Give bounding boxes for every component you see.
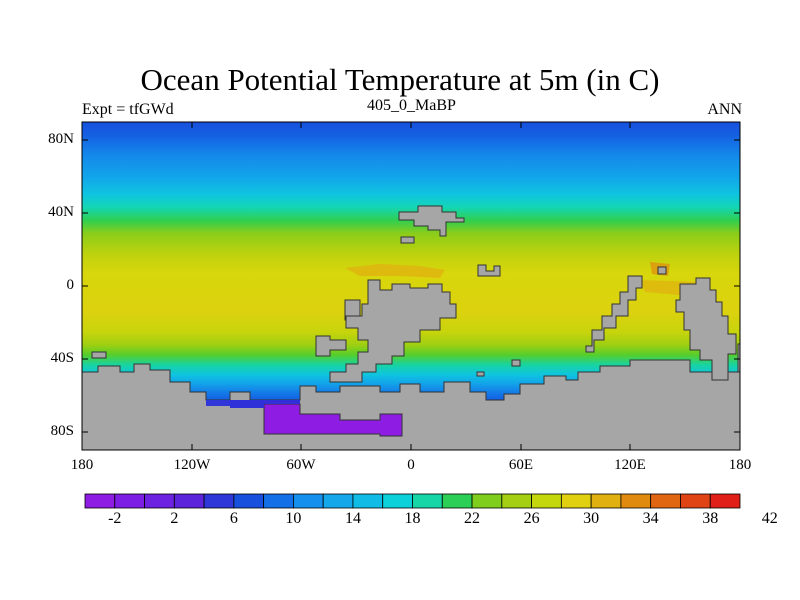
lat-label: 80S xyxy=(50,423,74,439)
colorbar-swatch xyxy=(293,493,324,509)
colorbar-label: 30 xyxy=(583,510,600,527)
colorbar-swatch xyxy=(382,493,413,509)
colorbar-swatch xyxy=(560,493,592,509)
colorbar-swatch xyxy=(471,493,503,509)
colorbar-label: 2 xyxy=(170,510,179,527)
colorbar-swatch xyxy=(709,493,741,509)
colorbar-label: 14 xyxy=(344,510,361,527)
map-title: Ocean Potential Temperature at 5m (in C) xyxy=(140,62,660,97)
colorbar xyxy=(84,493,741,509)
lat-ticks xyxy=(82,139,740,433)
colorbar-swatch xyxy=(233,493,265,509)
time-label: 405_0_MaBP xyxy=(367,97,456,114)
lon-label: 180 xyxy=(728,457,752,473)
lon-label: 180 xyxy=(70,457,94,473)
season-label: ANN xyxy=(707,101,742,118)
lon-label: 60W xyxy=(286,457,316,473)
colorbar-label: 42 xyxy=(761,510,778,527)
lon-label: 120W xyxy=(173,457,211,473)
colorbar-swatch xyxy=(590,493,622,509)
colorbar-label: 22 xyxy=(464,510,481,527)
lon-label: 120E xyxy=(614,457,646,473)
lat-label: 40S xyxy=(50,350,74,366)
land-masses xyxy=(81,205,741,451)
colorbar-label: 34 xyxy=(642,510,659,527)
colorbar-swatch xyxy=(650,493,681,509)
colorbar-swatch xyxy=(322,493,354,509)
colorbar-swatch xyxy=(84,493,116,509)
colorbar-label: -2 xyxy=(108,510,122,527)
colorbar-swatch xyxy=(203,493,235,509)
colorbar-swatch xyxy=(144,493,175,509)
lon-label: 0 xyxy=(407,457,415,473)
colorbar-label: 26 xyxy=(523,510,540,527)
warm-pool xyxy=(345,264,445,278)
polar-basin xyxy=(263,403,403,437)
colorbar-swatch xyxy=(680,493,711,509)
colorbar-label: 6 xyxy=(229,510,238,527)
lon-ticks xyxy=(191,122,631,450)
polar-basin xyxy=(230,400,300,408)
colorbar-swatch xyxy=(114,493,145,509)
colorbar-swatch xyxy=(501,493,532,509)
colorbar-swatch xyxy=(173,493,205,509)
polar-basin xyxy=(206,400,230,406)
colorbar-label: 18 xyxy=(404,510,421,527)
lat-label: 40N xyxy=(48,204,74,220)
colorbar-swatch xyxy=(412,493,443,509)
lon-label: 60E xyxy=(508,457,534,473)
experiment-label: Expt = tfGWd xyxy=(82,101,174,118)
colorbar-label: 38 xyxy=(702,510,719,527)
lat-label: 80N xyxy=(48,131,74,147)
lat-label: 0 xyxy=(66,277,75,293)
colorbar-swatch xyxy=(441,493,473,509)
colorbar-swatch xyxy=(263,493,294,509)
colorbar-swatch xyxy=(620,493,652,509)
colorbar-swatch xyxy=(352,493,384,509)
colorbar-label: 10 xyxy=(285,510,302,527)
colorbar-swatch xyxy=(531,493,562,509)
